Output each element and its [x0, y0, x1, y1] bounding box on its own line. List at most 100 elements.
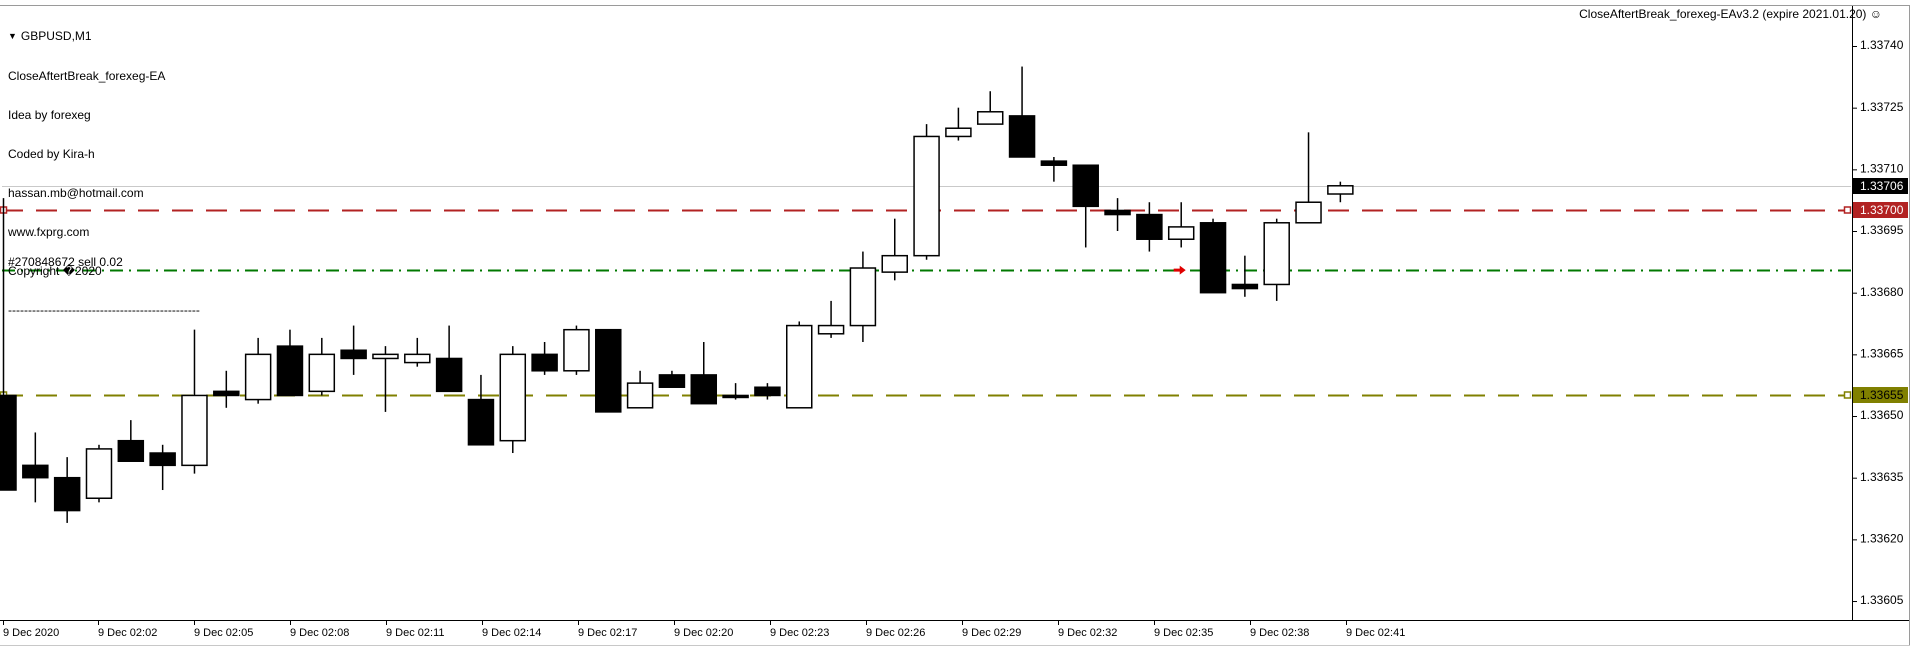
red-level-endpoint-marker[interactable]	[1843, 206, 1852, 214]
candlestick	[1072, 164, 1099, 248]
candle-body	[786, 324, 813, 409]
price-tick-label: 1.33725	[1860, 100, 1904, 114]
time-tick-label: 9 Dec 02:29	[962, 627, 1021, 639]
candle-body	[754, 386, 781, 397]
candlestick	[658, 370, 686, 388]
candlestick	[1136, 202, 1163, 252]
candlestick	[308, 337, 336, 396]
candlestick	[595, 328, 622, 413]
candlestick	[53, 457, 81, 523]
time-tick-label: 9 Dec 02:23	[770, 627, 829, 639]
candle-body	[1199, 222, 1227, 294]
candlestick	[1040, 157, 1068, 182]
candlestick	[722, 383, 749, 400]
candlestick	[22, 432, 49, 503]
candle-body	[531, 353, 558, 372]
window-border-top	[0, 5, 1910, 6]
candle-body	[1040, 160, 1068, 166]
candlestick	[1295, 132, 1322, 224]
candlestick	[435, 325, 463, 393]
time-tick-label: 9 Dec 02:11	[386, 627, 445, 639]
price-tick-label: 1.33620	[1860, 532, 1904, 546]
candlestick	[881, 218, 908, 281]
candle-body	[849, 267, 877, 327]
olive-level-endpoint-marker[interactable]	[1843, 391, 1852, 399]
candle-body	[372, 353, 399, 360]
candlestick	[181, 329, 208, 474]
candlestick	[85, 444, 113, 503]
candlestick	[1263, 218, 1290, 301]
time-tick-label: 9 Dec 02:41	[1346, 627, 1405, 639]
candlestick	[849, 251, 877, 343]
candle-body	[690, 374, 718, 405]
price-tick-label: 1.33680	[1860, 285, 1904, 299]
chart-comment: ▼ GBPUSD,M1 CloseAftertBreak_forexeg-EA I…	[8, 4, 200, 330]
candle-body	[340, 349, 367, 360]
candle-body	[1167, 226, 1195, 240]
candle-body	[213, 390, 240, 397]
red-level-price-box	[1853, 202, 1908, 218]
price-tick-label: 1.33605	[1860, 593, 1904, 607]
candle-body	[181, 394, 208, 467]
candlestick	[786, 321, 813, 409]
candle-body	[1008, 115, 1036, 158]
candle-body	[499, 353, 527, 442]
price-tick-label: 1.33650	[1860, 408, 1904, 422]
candlestick	[976, 91, 1004, 125]
candle-body	[435, 357, 463, 393]
candlestick	[1327, 181, 1354, 203]
price-tick-label: 1.33710	[1860, 162, 1904, 176]
candle-body	[722, 394, 749, 399]
bid-price-box-text: 1.33706	[1860, 179, 1904, 193]
candle-body	[0, 394, 17, 491]
symbol-row[interactable]: ▼ GBPUSD,M1	[8, 30, 200, 44]
comment-line: Coded by Kira-h	[8, 147, 95, 161]
price-tick-label: 1.33695	[1860, 223, 1904, 237]
candlestick	[340, 325, 367, 375]
candle-body	[53, 476, 81, 512]
time-tick-label: 9 Dec 02:05	[194, 627, 253, 639]
price-tick-label: 1.33740	[1860, 38, 1904, 52]
candlestick	[149, 444, 176, 491]
candlestick	[0, 198, 17, 491]
candle-body	[1263, 222, 1290, 286]
time-tick-label: 9 Dec 02:38	[1250, 627, 1309, 639]
candle-body	[117, 439, 145, 462]
ea-expiry-label: CloseAftertBreak_forexeg-EAv3.2 (expire …	[1579, 7, 1882, 21]
candlestick	[913, 124, 940, 260]
candlestick	[1104, 198, 1131, 232]
red-level-price-box-text: 1.33700	[1860, 203, 1904, 217]
window-border-right	[1909, 5, 1910, 646]
candle-body	[563, 328, 590, 372]
candle-body	[308, 353, 336, 393]
candlestick	[817, 300, 845, 338]
candlestick	[754, 383, 781, 400]
time-tick-label: 9 Dec 2020	[3, 627, 59, 639]
time-tick-label: 9 Dec 02:26	[866, 627, 925, 639]
symbol-label: GBPUSD,M1	[20, 29, 92, 43]
price-tick-label: 1.33665	[1860, 347, 1904, 361]
candle-body	[276, 345, 304, 397]
candle-body	[658, 374, 686, 388]
candle-body	[1104, 209, 1131, 216]
candle-body	[595, 328, 622, 413]
symbol-dropdown-icon[interactable]: ▼	[8, 31, 17, 41]
time-tick-label: 9 Dec 02:32	[1058, 627, 1117, 639]
candle-body	[1327, 185, 1354, 195]
candle-body	[881, 254, 908, 273]
candle-body	[22, 464, 49, 479]
candlestick	[531, 342, 558, 375]
time-tick-label: 9 Dec 02:35	[1154, 627, 1213, 639]
candlestick	[626, 370, 654, 409]
comment-line: CloseAftertBreak_forexeg-EA	[8, 69, 166, 83]
candle-body	[1136, 213, 1163, 240]
order-line-label: #270848672 sell 0.02	[8, 255, 123, 269]
candlestick	[499, 346, 527, 454]
candlestick	[276, 329, 304, 397]
comment-divider-line: ----------------------------------------…	[8, 303, 200, 317]
candlestick	[467, 374, 495, 446]
candlestick	[1167, 202, 1195, 248]
bid-price-box	[1853, 178, 1908, 194]
olive-level-price-box-text: 1.33655	[1860, 388, 1904, 402]
